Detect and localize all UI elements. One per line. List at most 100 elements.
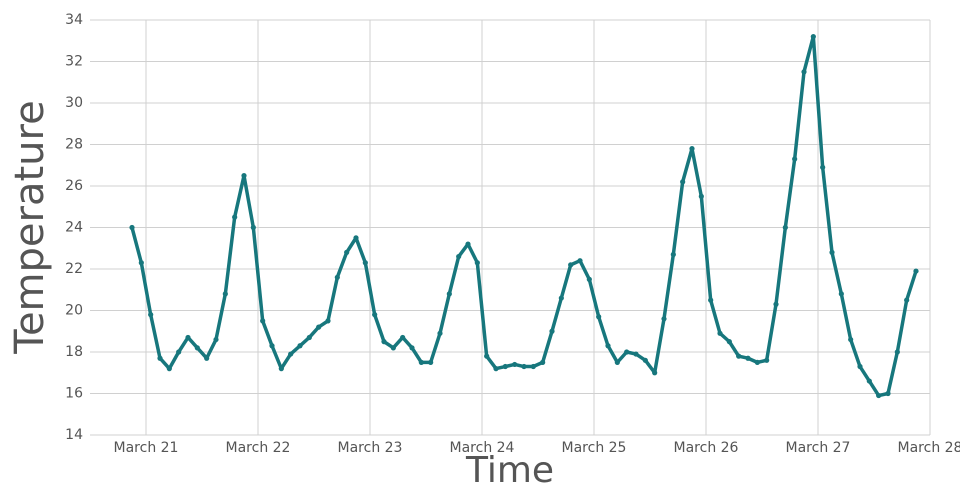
data-point bbox=[689, 146, 695, 152]
data-point bbox=[876, 392, 882, 399]
y-axis-label: Temperature bbox=[7, 100, 53, 354]
data-point bbox=[717, 330, 723, 336]
data-point bbox=[745, 355, 751, 361]
data-point bbox=[661, 316, 667, 322]
x-tick-label: March 26 bbox=[674, 440, 739, 456]
y-tick-label: 22 bbox=[65, 261, 83, 277]
data-point bbox=[698, 193, 704, 199]
y-tick-label: 32 bbox=[65, 54, 83, 70]
data-point bbox=[446, 291, 452, 297]
x-tick-label: March 21 bbox=[114, 440, 179, 456]
data-point bbox=[829, 249, 835, 255]
data-point bbox=[866, 378, 872, 384]
y-tick-label: 34 bbox=[65, 12, 83, 28]
data-point bbox=[428, 359, 434, 365]
data-point bbox=[754, 359, 760, 365]
data-point bbox=[204, 355, 210, 361]
data-point bbox=[484, 353, 490, 359]
data-point bbox=[894, 349, 900, 355]
data-point bbox=[372, 312, 378, 318]
data-point bbox=[540, 359, 546, 365]
data-point bbox=[680, 179, 686, 185]
y-tick-label: 16 bbox=[65, 386, 83, 402]
x-tick-label: March 25 bbox=[562, 440, 627, 456]
data-point bbox=[409, 345, 415, 351]
data-point bbox=[437, 330, 443, 336]
data-point bbox=[530, 363, 536, 370]
data-point bbox=[558, 295, 564, 301]
data-point bbox=[148, 312, 154, 318]
data-point bbox=[633, 351, 639, 357]
data-point bbox=[624, 349, 630, 355]
x-tick-label: March 22 bbox=[226, 440, 291, 456]
data-point bbox=[801, 69, 807, 75]
data-point bbox=[353, 235, 359, 241]
data-point bbox=[316, 324, 322, 330]
data-point bbox=[465, 241, 471, 247]
data-point bbox=[129, 224, 135, 231]
data-point bbox=[614, 359, 620, 365]
data-point bbox=[782, 224, 788, 231]
data-point bbox=[194, 345, 200, 351]
data-point bbox=[344, 249, 350, 255]
data-point bbox=[362, 260, 368, 266]
data-point bbox=[381, 339, 387, 345]
x-axis-label: Time bbox=[465, 450, 554, 491]
data-point bbox=[278, 366, 284, 372]
data-point bbox=[241, 173, 247, 179]
y-tick-label: 24 bbox=[65, 220, 83, 236]
data-point bbox=[848, 336, 854, 343]
data-point bbox=[269, 343, 275, 349]
data-point bbox=[708, 297, 714, 303]
y-tick-label: 30 bbox=[65, 95, 83, 111]
data-point bbox=[764, 357, 770, 363]
data-point bbox=[138, 260, 144, 266]
y-tick-label: 26 bbox=[65, 178, 83, 194]
data-point bbox=[512, 361, 518, 368]
data-point bbox=[652, 370, 658, 376]
data-point bbox=[521, 363, 527, 370]
data-point bbox=[493, 366, 499, 372]
data-point bbox=[222, 291, 228, 297]
data-point bbox=[773, 301, 779, 307]
data-point bbox=[260, 318, 266, 324]
data-point bbox=[913, 268, 919, 274]
data-point bbox=[885, 390, 891, 397]
y-tick-label: 14 bbox=[65, 427, 83, 443]
data-point bbox=[176, 349, 182, 355]
data-point bbox=[857, 363, 863, 370]
data-point bbox=[820, 164, 826, 170]
x-tick-label: March 23 bbox=[338, 440, 403, 456]
data-point bbox=[577, 258, 583, 264]
data-point bbox=[157, 355, 163, 361]
data-point bbox=[232, 214, 238, 220]
data-point bbox=[838, 291, 844, 297]
data-point bbox=[502, 363, 508, 370]
data-point bbox=[418, 359, 424, 365]
x-tick-label: March 27 bbox=[786, 440, 851, 456]
data-point bbox=[726, 339, 732, 345]
data-point bbox=[250, 224, 256, 231]
data-point bbox=[185, 334, 191, 341]
data-point bbox=[904, 297, 910, 303]
x-tick-label: March 28 bbox=[898, 440, 960, 456]
data-line bbox=[130, 34, 918, 398]
data-point bbox=[456, 253, 462, 260]
data-point bbox=[325, 318, 331, 324]
data-point bbox=[166, 366, 172, 372]
data-point bbox=[390, 345, 396, 351]
data-point bbox=[213, 336, 219, 343]
data-point bbox=[297, 343, 303, 349]
data-point bbox=[549, 328, 555, 334]
data-point bbox=[400, 334, 406, 341]
x-tick-label: March 24 bbox=[450, 440, 515, 456]
data-point bbox=[596, 314, 602, 320]
data-point bbox=[810, 34, 816, 40]
data-point bbox=[334, 274, 340, 280]
y-tick-label: 20 bbox=[65, 303, 83, 319]
data-point bbox=[306, 334, 312, 341]
y-tick-label: 18 bbox=[65, 344, 83, 360]
data-point bbox=[586, 276, 592, 282]
data-point bbox=[736, 353, 742, 359]
